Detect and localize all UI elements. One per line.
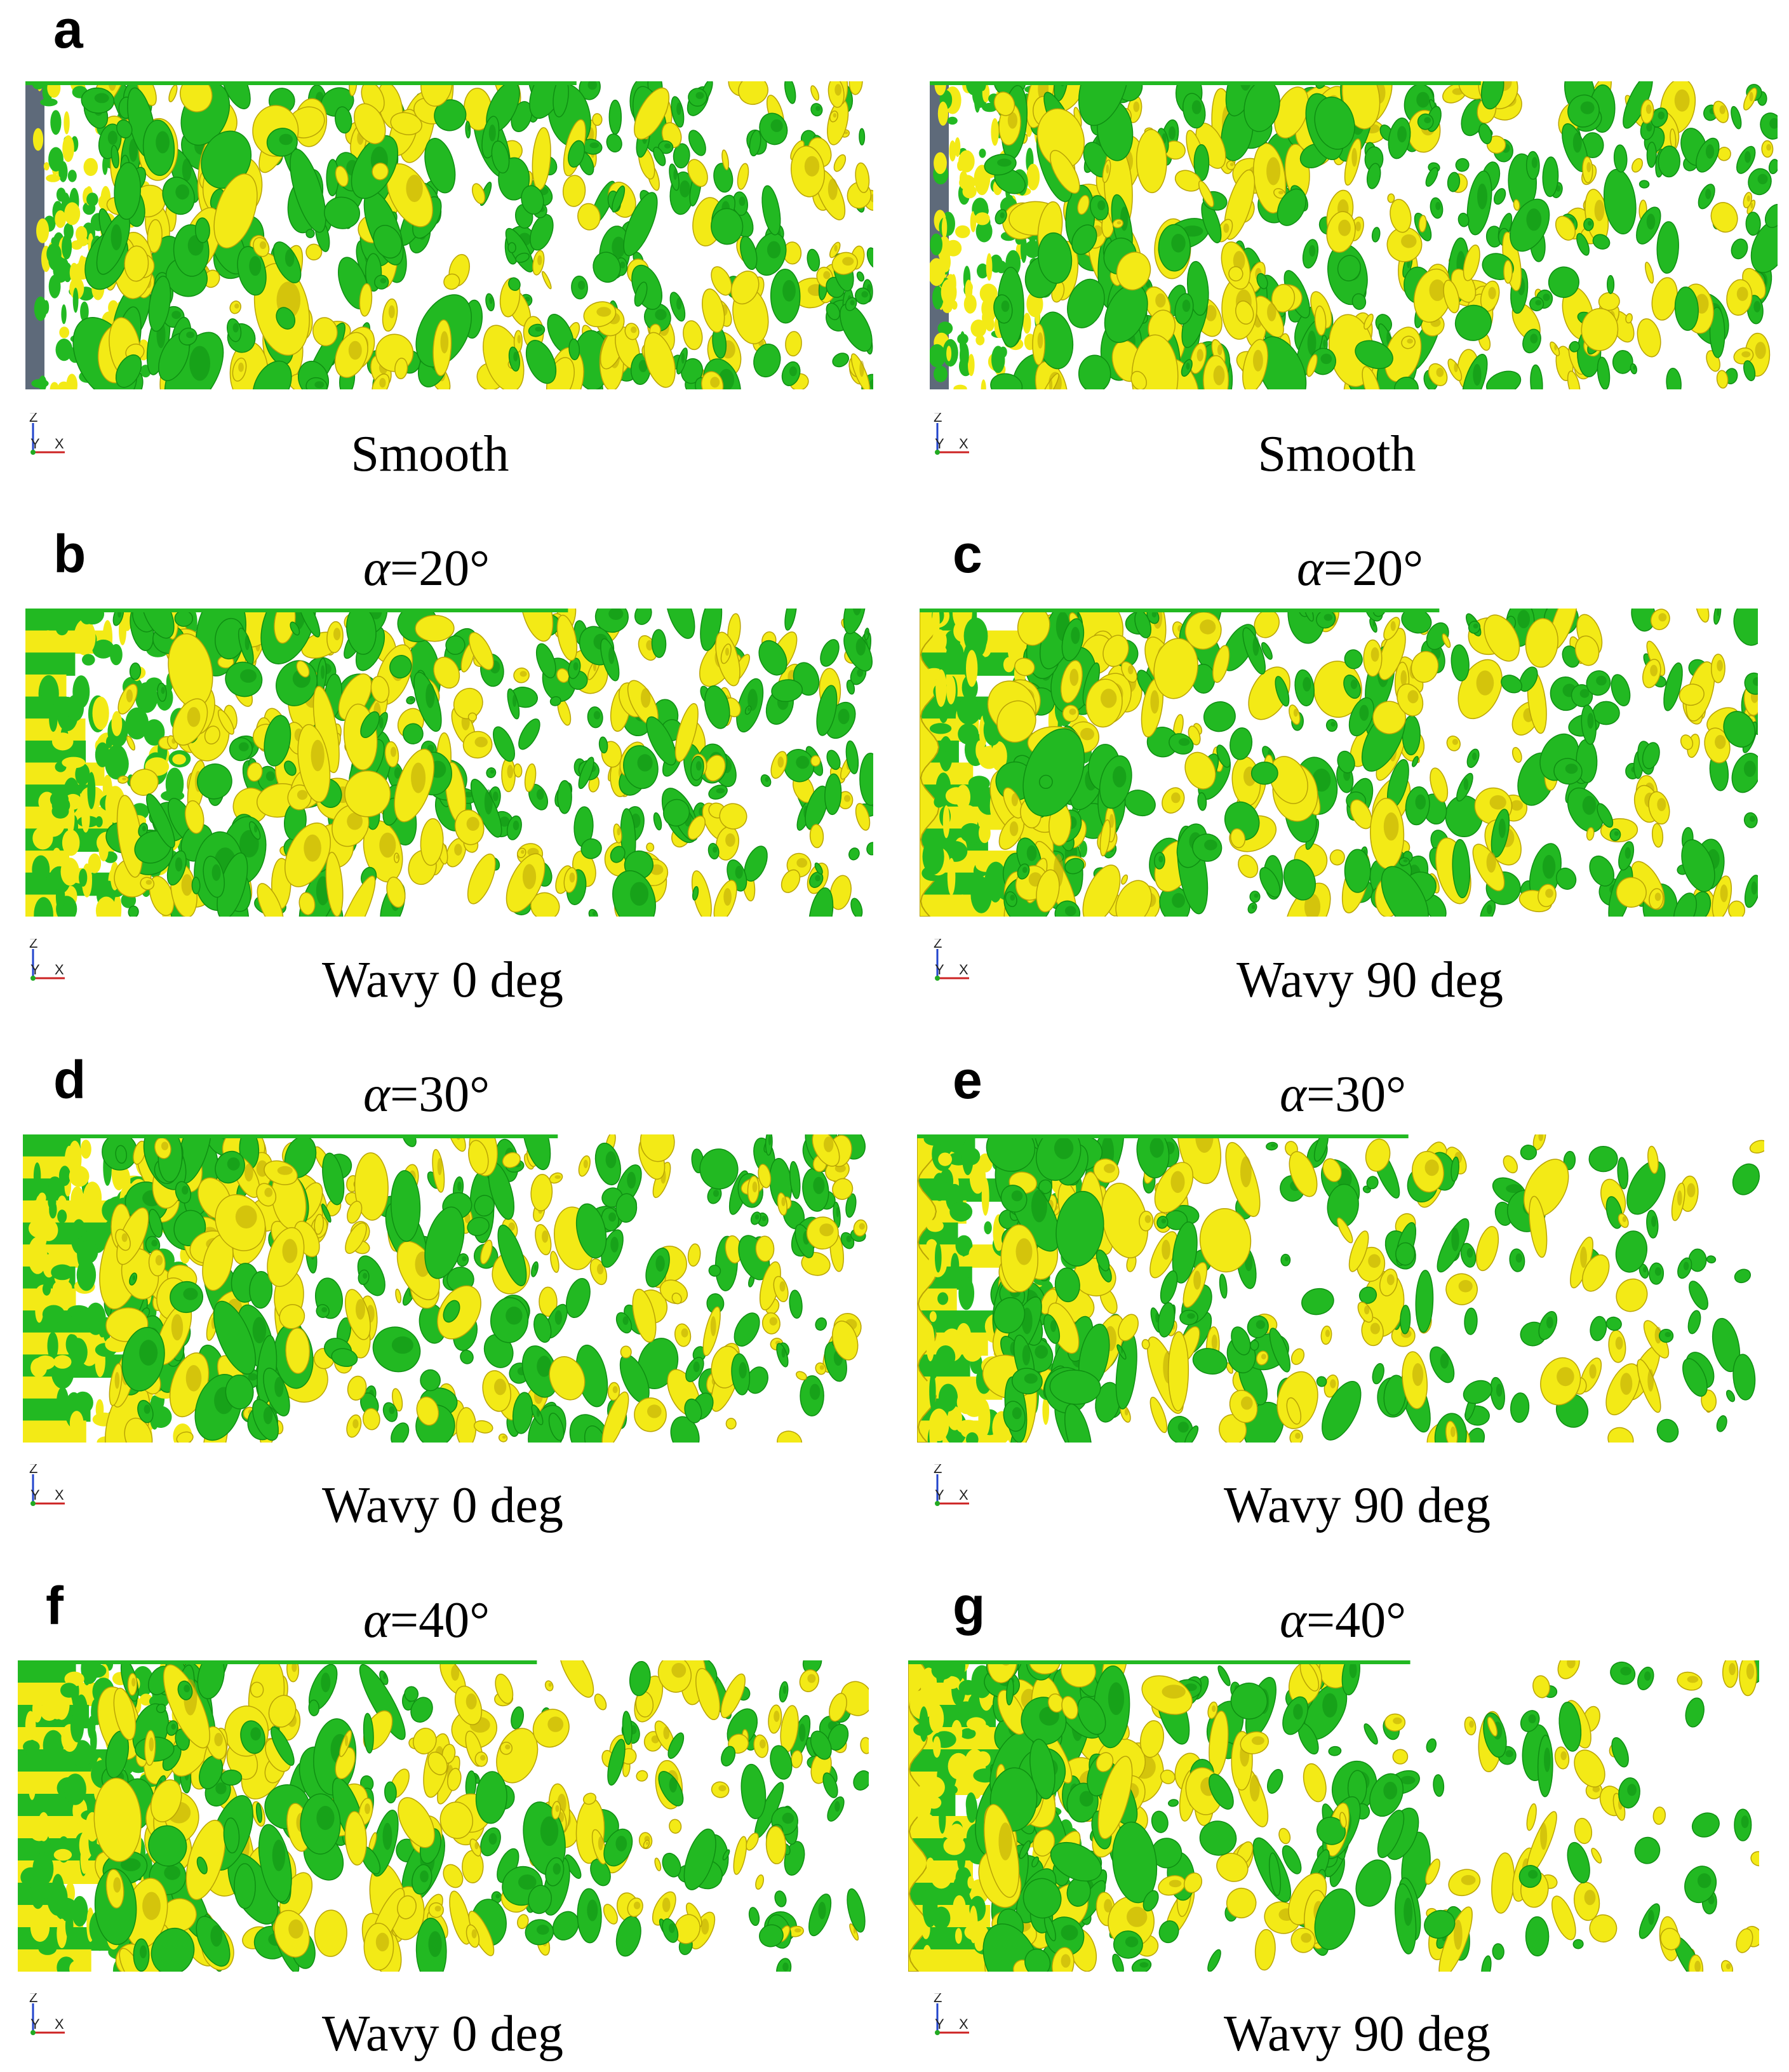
vortex-render-a-right <box>930 81 1778 389</box>
svg-text:Y: Y <box>30 2016 40 2032</box>
svg-text:Y: Y <box>935 1487 944 1503</box>
vortex-render-g <box>908 1660 1759 1972</box>
panel-letter: c <box>953 524 982 584</box>
svg-text:Z: Z <box>29 939 37 951</box>
vortex-render-a-left <box>25 81 873 389</box>
panel-caption: Wavy 90 deg <box>1223 1477 1491 1533</box>
svg-text:X: X <box>959 436 968 452</box>
svg-text:Z: Z <box>29 413 37 425</box>
vortex-render-c <box>920 609 1758 917</box>
svg-text:X: X <box>959 1487 968 1503</box>
alpha-label: α=40° <box>363 1592 490 1648</box>
panel-letter: e <box>953 1050 982 1110</box>
alpha-label: α=30° <box>1280 1066 1407 1122</box>
svg-text:X: X <box>55 436 64 452</box>
svg-text:X: X <box>55 2016 64 2032</box>
vortex-render-b <box>25 609 873 917</box>
svg-text:X: X <box>959 962 968 978</box>
svg-text:X: X <box>55 962 64 978</box>
svg-text:Z: Z <box>29 1993 37 2005</box>
panel-caption: Wavy 90 deg <box>1223 2006 1491 2062</box>
vortex-render-f <box>18 1660 869 1972</box>
alpha-label: α=20° <box>1297 541 1424 596</box>
vortex-render-e <box>917 1134 1764 1443</box>
svg-text:Y: Y <box>935 436 944 452</box>
alpha-label: α=30° <box>363 1066 490 1122</box>
panel-letter: d <box>53 1050 86 1110</box>
svg-text:Y: Y <box>30 436 40 452</box>
panel-caption: Wavy 0 deg <box>321 2006 564 2062</box>
svg-text:Y: Y <box>30 1487 40 1503</box>
panel-letter: b <box>53 524 86 584</box>
svg-text:Z: Z <box>29 1464 37 1476</box>
alpha-label: α=20° <box>363 541 490 596</box>
svg-text:Z: Z <box>934 413 942 425</box>
svg-text:Z: Z <box>934 1464 942 1476</box>
panel-caption: Wavy 0 deg <box>321 952 564 1008</box>
panel-letter: g <box>953 1576 986 1636</box>
panel-caption: Wavy 90 deg <box>1236 952 1504 1008</box>
svg-text:Y: Y <box>30 962 40 978</box>
panel-caption: Smooth <box>1257 426 1416 482</box>
panel-letter: a <box>53 0 83 59</box>
svg-text:Z: Z <box>934 939 942 951</box>
svg-text:Y: Y <box>935 962 944 978</box>
vortex-render-d <box>23 1134 872 1443</box>
alpha-label: α=40° <box>1280 1592 1407 1648</box>
panel-letter: f <box>46 1576 64 1636</box>
svg-text:X: X <box>55 1487 64 1503</box>
panel-caption: Wavy 0 deg <box>321 1477 564 1533</box>
panel-caption: Smooth <box>351 426 509 482</box>
